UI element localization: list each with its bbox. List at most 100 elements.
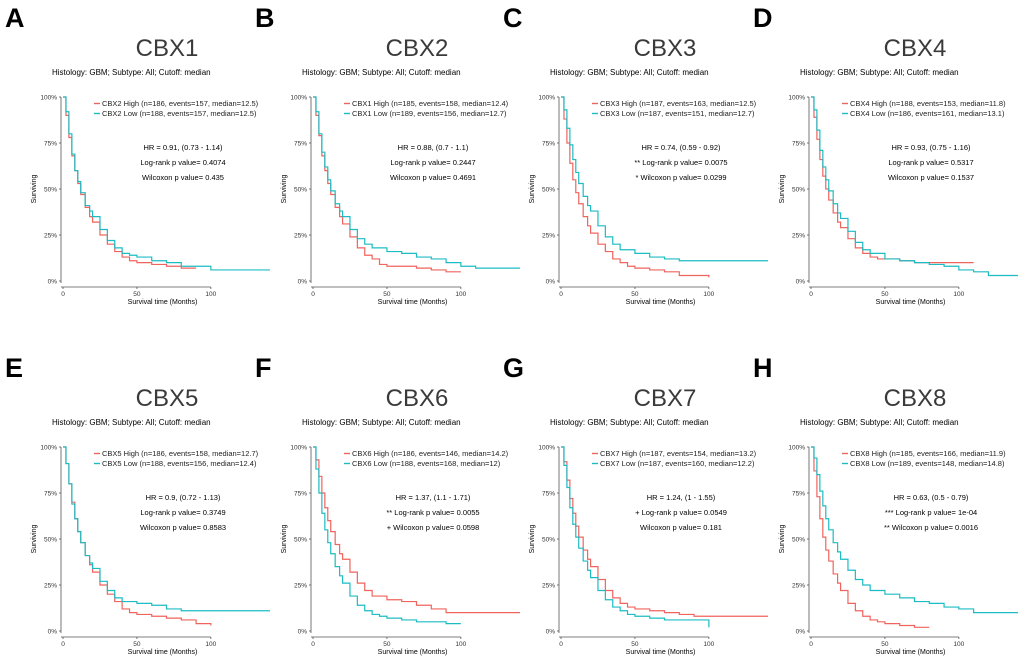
chart-subtitle: Histology: GBM; Subtype: All; Cutoff: me… — [302, 418, 461, 427]
y-tick-label: 100% — [40, 94, 57, 101]
y-tick-label: 50% — [792, 186, 805, 193]
km-panel-a: A CBX1 Histology: GBM; Subtype: All; Cutof… — [5, 3, 270, 306]
stat-line: + Wilcoxon p value= 0.0598 — [387, 523, 480, 532]
chart-title: CBX4 — [884, 35, 947, 62]
y-tick-label: 100% — [788, 94, 805, 101]
panel-letter: C — [503, 3, 523, 33]
y-axis-label: Surviving — [31, 175, 38, 204]
chart-subtitle: Histology: GBM; Subtype: All; Cutoff: me… — [800, 418, 959, 427]
stat-line: Wilcoxon p value= 0.181 — [640, 523, 722, 532]
legend-entry: CBX7 High (n=187, events=154, median=13.… — [600, 449, 757, 458]
y-axis-label: Surviving — [281, 525, 288, 554]
chart-subtitle: Histology: GBM; Subtype: All; Cutoff: me… — [52, 68, 211, 77]
x-tick-label: 100 — [953, 641, 964, 648]
stat-line: HR = 0.88, (0.7 - 1.1) — [398, 143, 469, 152]
panel-letter: D — [753, 3, 773, 33]
x-tick-label: 50 — [631, 641, 639, 648]
y-tick-label: 75% — [792, 490, 805, 497]
y-tick-label: 0% — [796, 628, 806, 635]
y-tick-label: 25% — [792, 232, 805, 239]
km-panel-b: B CBX2 Histology: GBM; Subtype: All; Cutof… — [255, 3, 520, 306]
x-tick-label: 0 — [559, 291, 563, 298]
x-tick-label: 100 — [953, 291, 964, 298]
stat-line: Log-rank p value= 0.3749 — [140, 508, 225, 517]
stat-line: HR = 0.91, (0.73 - 1.14) — [144, 143, 224, 152]
km-curve-low — [313, 446, 461, 625]
x-tick-label: 100 — [455, 291, 466, 298]
x-tick-label: 100 — [703, 291, 714, 298]
y-tick-label: 0% — [546, 278, 556, 285]
y-tick-label: 25% — [44, 232, 57, 239]
chart-title: CBX7 — [634, 385, 697, 412]
x-axis-label: Survival time (Months) — [626, 299, 696, 306]
y-tick-label: 100% — [788, 444, 805, 451]
chart-title: CBX3 — [634, 35, 697, 62]
stat-line: + Log-rank p value= 0.0549 — [635, 508, 727, 517]
stat-line: ** Log-rank p value= 0.0055 — [386, 508, 479, 517]
y-tick-label: 75% — [542, 140, 555, 147]
legend-entry: CBX5 High (n=186, events=158, median=12.… — [102, 449, 259, 458]
legend-entry: CBX4 Low (n=186, events=161, median=13.1… — [850, 109, 1005, 118]
x-tick-label: 100 — [703, 641, 714, 648]
y-tick-label: 75% — [294, 490, 307, 497]
km-curve-high — [811, 446, 930, 628]
legend-entry: CBX6 High (n=186, events=146, median=14.… — [352, 449, 509, 458]
km-curve-low — [313, 96, 520, 269]
legend-entry: CBX8 High (n=185, events=166, median=11.… — [850, 449, 1006, 458]
x-tick-label: 0 — [61, 641, 65, 648]
legend-entry: CBX3 High (n=187, events=163, median=12.… — [600, 99, 757, 108]
x-tick-label: 50 — [881, 291, 889, 298]
legend-entry: CBX2 Low (n=188, events=157, median=12.5… — [102, 109, 257, 118]
x-tick-label: 0 — [61, 291, 65, 298]
y-tick-label: 25% — [44, 582, 57, 589]
stat-line: HR = 1.37, (1.1 - 1.71) — [396, 493, 471, 502]
x-axis-label: Survival time (Months) — [128, 299, 198, 306]
y-tick-label: 25% — [792, 582, 805, 589]
y-tick-label: 0% — [298, 628, 308, 635]
x-axis-label: Survival time (Months) — [378, 299, 448, 306]
y-tick-label: 50% — [44, 536, 57, 543]
chart-subtitle: Histology: GBM; Subtype: All; Cutoff: me… — [302, 68, 461, 77]
stat-line: ** Wilcoxon p value= 0.0016 — [884, 523, 978, 532]
x-axis-label: Survival time (Months) — [626, 649, 696, 656]
chart-subtitle: Histology: GBM; Subtype: All; Cutoff: me… — [550, 418, 709, 427]
panel-letter: G — [503, 353, 524, 383]
y-tick-label: 100% — [290, 444, 307, 451]
y-tick-label: 75% — [294, 140, 307, 147]
stat-line: Wilcoxon p value= 0.1537 — [888, 173, 974, 182]
x-tick-label: 100 — [205, 291, 216, 298]
x-tick-label: 0 — [559, 641, 563, 648]
stat-line: Log-rank p value= 0.5317 — [888, 158, 973, 167]
x-tick-label: 0 — [809, 291, 813, 298]
y-tick-label: 75% — [542, 490, 555, 497]
km-panel-c: C CBX3 Histology: GBM; Subtype: All; Cutof… — [503, 3, 768, 306]
panel-letter: E — [5, 353, 23, 383]
y-tick-label: 0% — [48, 278, 58, 285]
y-tick-label: 75% — [792, 140, 805, 147]
panel-letter: F — [255, 353, 272, 383]
x-tick-label: 50 — [133, 641, 141, 648]
km-curve-low — [63, 96, 270, 271]
x-tick-label: 50 — [383, 291, 391, 298]
km-curve-low — [811, 96, 1018, 277]
chart-title: CBX6 — [386, 385, 449, 412]
chart-subtitle: Histology: GBM; Subtype: All; Cutoff: me… — [52, 418, 211, 427]
km-curve-high — [561, 96, 710, 278]
x-axis-label: Survival time (Months) — [876, 649, 946, 656]
x-tick-label: 100 — [205, 641, 216, 648]
km-curve-low — [63, 446, 270, 612]
chart-title: CBX1 — [136, 35, 199, 62]
y-tick-label: 50% — [542, 536, 555, 543]
legend-entry: CBX5 Low (n=188, events=156, median=12.4… — [102, 459, 257, 468]
y-tick-label: 50% — [294, 186, 307, 193]
stat-line: Wilcoxon p value= 0.4691 — [390, 173, 476, 182]
stat-line: HR = 1.24, (1 - 1.55) — [647, 493, 716, 502]
y-tick-label: 0% — [48, 628, 58, 635]
x-axis-label: Survival time (Months) — [378, 649, 448, 656]
stat-line: Log-rank p value= 0.2447 — [390, 158, 475, 167]
y-tick-label: 25% — [294, 582, 307, 589]
km-panel-h: H CBX8 Histology: GBM; Subtype: All; Cutof… — [753, 353, 1018, 656]
km-panel-e: E CBX5 Histology: GBM; Subtype: All; Cutof… — [5, 353, 270, 656]
y-tick-label: 75% — [44, 140, 57, 147]
km-panel-d: D CBX4 Histology: GBM; Subtype: All; Cutof… — [753, 3, 1018, 306]
